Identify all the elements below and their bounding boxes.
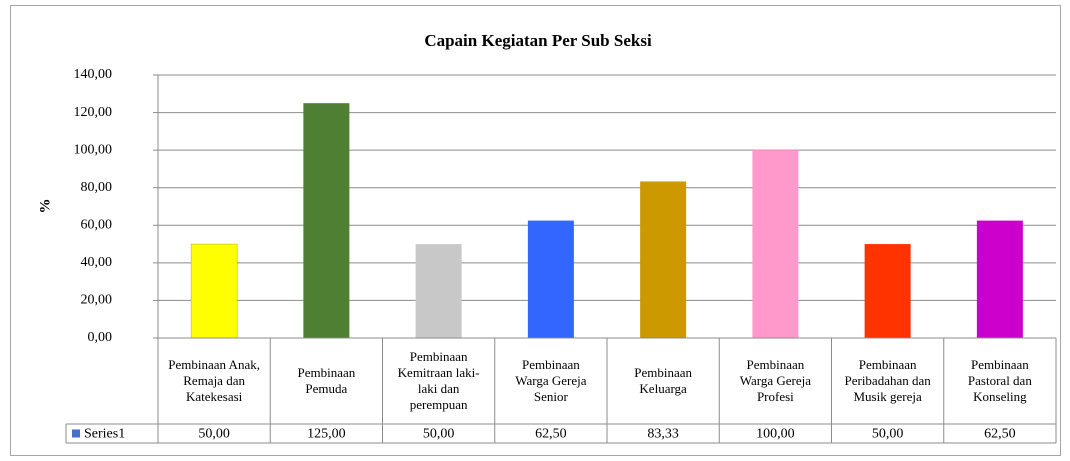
chart-title: Capain Kegiatan Per Sub Seksi <box>424 31 652 50</box>
x-tick-label-box: Pembinaan Anak, Remaja dan Katekesasi <box>168 357 260 404</box>
data-table-value: 62,50 <box>984 427 1016 442</box>
data-table-value: 125,00 <box>307 427 346 442</box>
data-table-value: 83,33 <box>647 427 679 442</box>
y-tick-label: 20,00 <box>81 293 113 308</box>
bar <box>976 220 1023 338</box>
x-tick-label: Pembinaan Warga Gereja Profesi <box>739 357 811 404</box>
data-table-value: 50,00 <box>423 427 455 442</box>
bar <box>864 244 911 338</box>
bar <box>752 150 799 338</box>
x-tick-label: Pembinaan Pastoral dan Konseling <box>967 357 1032 404</box>
x-tick-label-box: Pembinaan Pemuda <box>297 365 356 396</box>
x-tick-label-box: Pembinaan Kemitraan laki-laki dan peremp… <box>397 349 480 412</box>
x-tick-label-box: Pembinaan Warga Gereja Senior <box>515 357 587 404</box>
y-tick-label: 40,00 <box>81 255 113 270</box>
x-tick-label: Pembinaan Warga Gereja Senior <box>515 357 587 404</box>
bar <box>303 103 350 338</box>
x-tick-label-box: Pembinaan Peribadahan dan Musik gereja <box>844 357 931 404</box>
x-tick-label: Pembinaan Pemuda <box>297 365 356 396</box>
bar <box>415 244 462 338</box>
y-tick-label: 60,00 <box>81 218 113 233</box>
bar <box>190 243 238 339</box>
legend-key <box>72 429 80 438</box>
data-table-value: 50,00 <box>198 427 230 442</box>
x-tick-label-box: Pembinaan Warga Gereja Profesi <box>739 357 811 404</box>
y-tick-label: 140,00 <box>74 67 113 82</box>
y-tick-label: 100,00 <box>74 142 113 157</box>
data-table-value: 50,00 <box>872 427 904 442</box>
y-tick-label: 120,00 <box>74 105 113 120</box>
y-axis-label: % <box>37 199 53 214</box>
legend-label: Series1 <box>84 427 125 442</box>
x-tick-label-box: Pembinaan Keluarga <box>634 365 692 396</box>
data-table-value: 100,00 <box>756 427 795 442</box>
x-tick-label-box: Pembinaan Pastoral dan Konseling <box>967 357 1032 404</box>
data-table-value: 62,50 <box>535 427 567 442</box>
x-tick-label: Pembinaan Keluarga <box>634 365 692 396</box>
bar <box>527 220 574 338</box>
y-tick-label: 80,00 <box>81 180 113 195</box>
x-tick-label: Pembinaan Anak, Remaja dan Katekesasi <box>168 357 260 404</box>
y-tick-label: 0,00 <box>88 330 113 345</box>
bar <box>640 181 687 338</box>
x-tick-label: Pembinaan Kemitraan laki-laki dan peremp… <box>397 349 480 412</box>
x-tick-label: Pembinaan Peribadahan dan Musik gereja <box>844 357 931 404</box>
